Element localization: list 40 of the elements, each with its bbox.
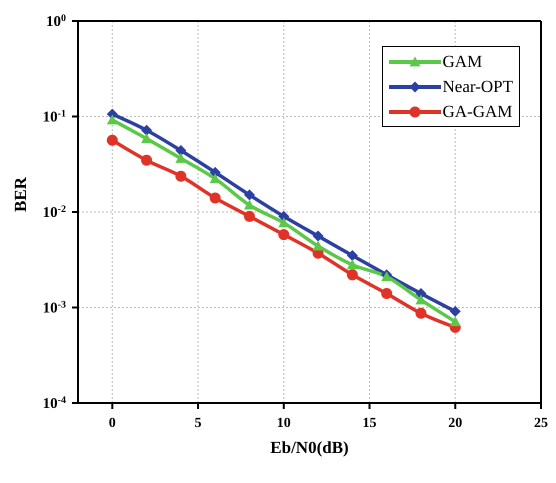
x-tick-label: 25 (534, 416, 548, 431)
x-axis-title: Eb/N0(dB) (270, 438, 349, 457)
legend-label: GA-GAM (442, 101, 512, 123)
point (278, 217, 290, 228)
point (346, 269, 358, 280)
point (312, 240, 324, 250)
legend-label: GAM (442, 51, 482, 73)
point (312, 230, 324, 242)
point (210, 192, 221, 204)
point (141, 133, 152, 144)
point (450, 306, 461, 317)
point (415, 308, 426, 319)
point (175, 170, 186, 182)
point (175, 145, 186, 156)
point (244, 189, 255, 200)
point (106, 114, 118, 124)
point (346, 250, 358, 262)
x-tick-label: 0 (108, 416, 116, 431)
point (175, 152, 186, 163)
y-tick-label: 10$^{-2}$ (42, 204, 66, 221)
point (346, 259, 358, 270)
point (415, 294, 426, 304)
legend-label: Near-OPT (442, 76, 513, 98)
x-tick-label: 5 (194, 416, 202, 431)
point (381, 288, 392, 300)
x-tick-label: 20 (448, 416, 462, 431)
point (244, 210, 255, 222)
y-tick-label: 10$^{-3}$ (42, 299, 66, 316)
y-tick-label: 10$^{-1}$ (42, 108, 66, 126)
point (141, 154, 152, 166)
point (106, 134, 118, 146)
y-tick-label: 10$^{0}$ (46, 12, 66, 30)
point (450, 316, 461, 326)
point (141, 124, 152, 136)
point (244, 200, 255, 210)
y-tick-label: 10$^{-4}$ (42, 394, 66, 412)
point (278, 229, 290, 240)
x-tick-label: 10 (276, 416, 291, 431)
x-tick-label: 15 (362, 416, 377, 431)
y-axis-title: BER (11, 176, 30, 212)
